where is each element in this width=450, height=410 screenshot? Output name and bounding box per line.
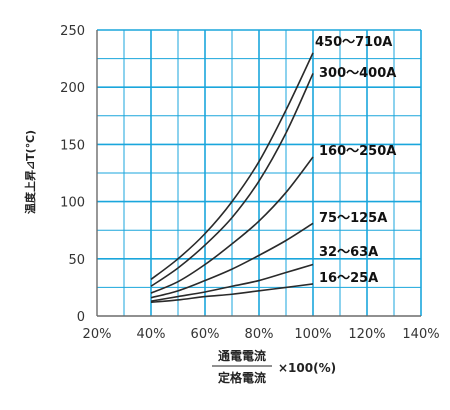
y-axis-label: 温度上昇⊿T(℃) bbox=[23, 130, 37, 214]
series-label: 75～125A bbox=[319, 211, 387, 226]
series-lines bbox=[150, 52, 314, 304]
series-line bbox=[150, 263, 314, 302]
y-tick-label: 100 bbox=[60, 196, 85, 211]
x-axis-label-numerator: 通電電流 bbox=[218, 348, 266, 363]
x-tick-label: 60% bbox=[191, 327, 220, 342]
y-tick-label: 50 bbox=[68, 253, 85, 268]
x-axis-label: 通電電流 定格電流 ×100(%) bbox=[212, 348, 336, 385]
y-tick-label: 150 bbox=[60, 138, 85, 153]
x-tick-label: 20% bbox=[83, 327, 112, 342]
series-labels: 450～710A 300～400A 160～250A 75～125A 32～63A 16～… bbox=[315, 35, 396, 286]
axes bbox=[96, 29, 422, 317]
x-tick-labels: 20% 40% 60% 80% 100% 120% 140% bbox=[83, 327, 440, 342]
x-axis-label-denominator: 定格電流 bbox=[218, 370, 266, 385]
y-tick-label: 200 bbox=[60, 81, 85, 96]
y-tick-label: 0 bbox=[77, 310, 85, 325]
x-tick-label: 140% bbox=[402, 327, 439, 342]
x-tick-label: 100% bbox=[294, 327, 331, 342]
grid-major bbox=[97, 30, 421, 316]
series-line bbox=[150, 52, 314, 281]
series-line bbox=[150, 222, 314, 299]
x-tick-label: 120% bbox=[348, 327, 385, 342]
series-label: 160～250A bbox=[319, 144, 396, 159]
series-line bbox=[150, 73, 314, 287]
y-tick-labels: 0 50 100 150 200 250 bbox=[60, 24, 85, 325]
series-label: 450～710A bbox=[315, 35, 392, 50]
series-label: 16～25A bbox=[319, 271, 378, 286]
series-label: 32～63A bbox=[319, 245, 378, 260]
x-axis-label-suffix: ×100(%) bbox=[278, 361, 336, 375]
series-label: 300～400A bbox=[319, 66, 396, 81]
series-line bbox=[150, 156, 314, 294]
y-tick-label: 250 bbox=[60, 24, 85, 39]
x-tick-label: 80% bbox=[245, 327, 274, 342]
x-tick-label: 40% bbox=[137, 327, 166, 342]
series-line bbox=[150, 283, 314, 304]
